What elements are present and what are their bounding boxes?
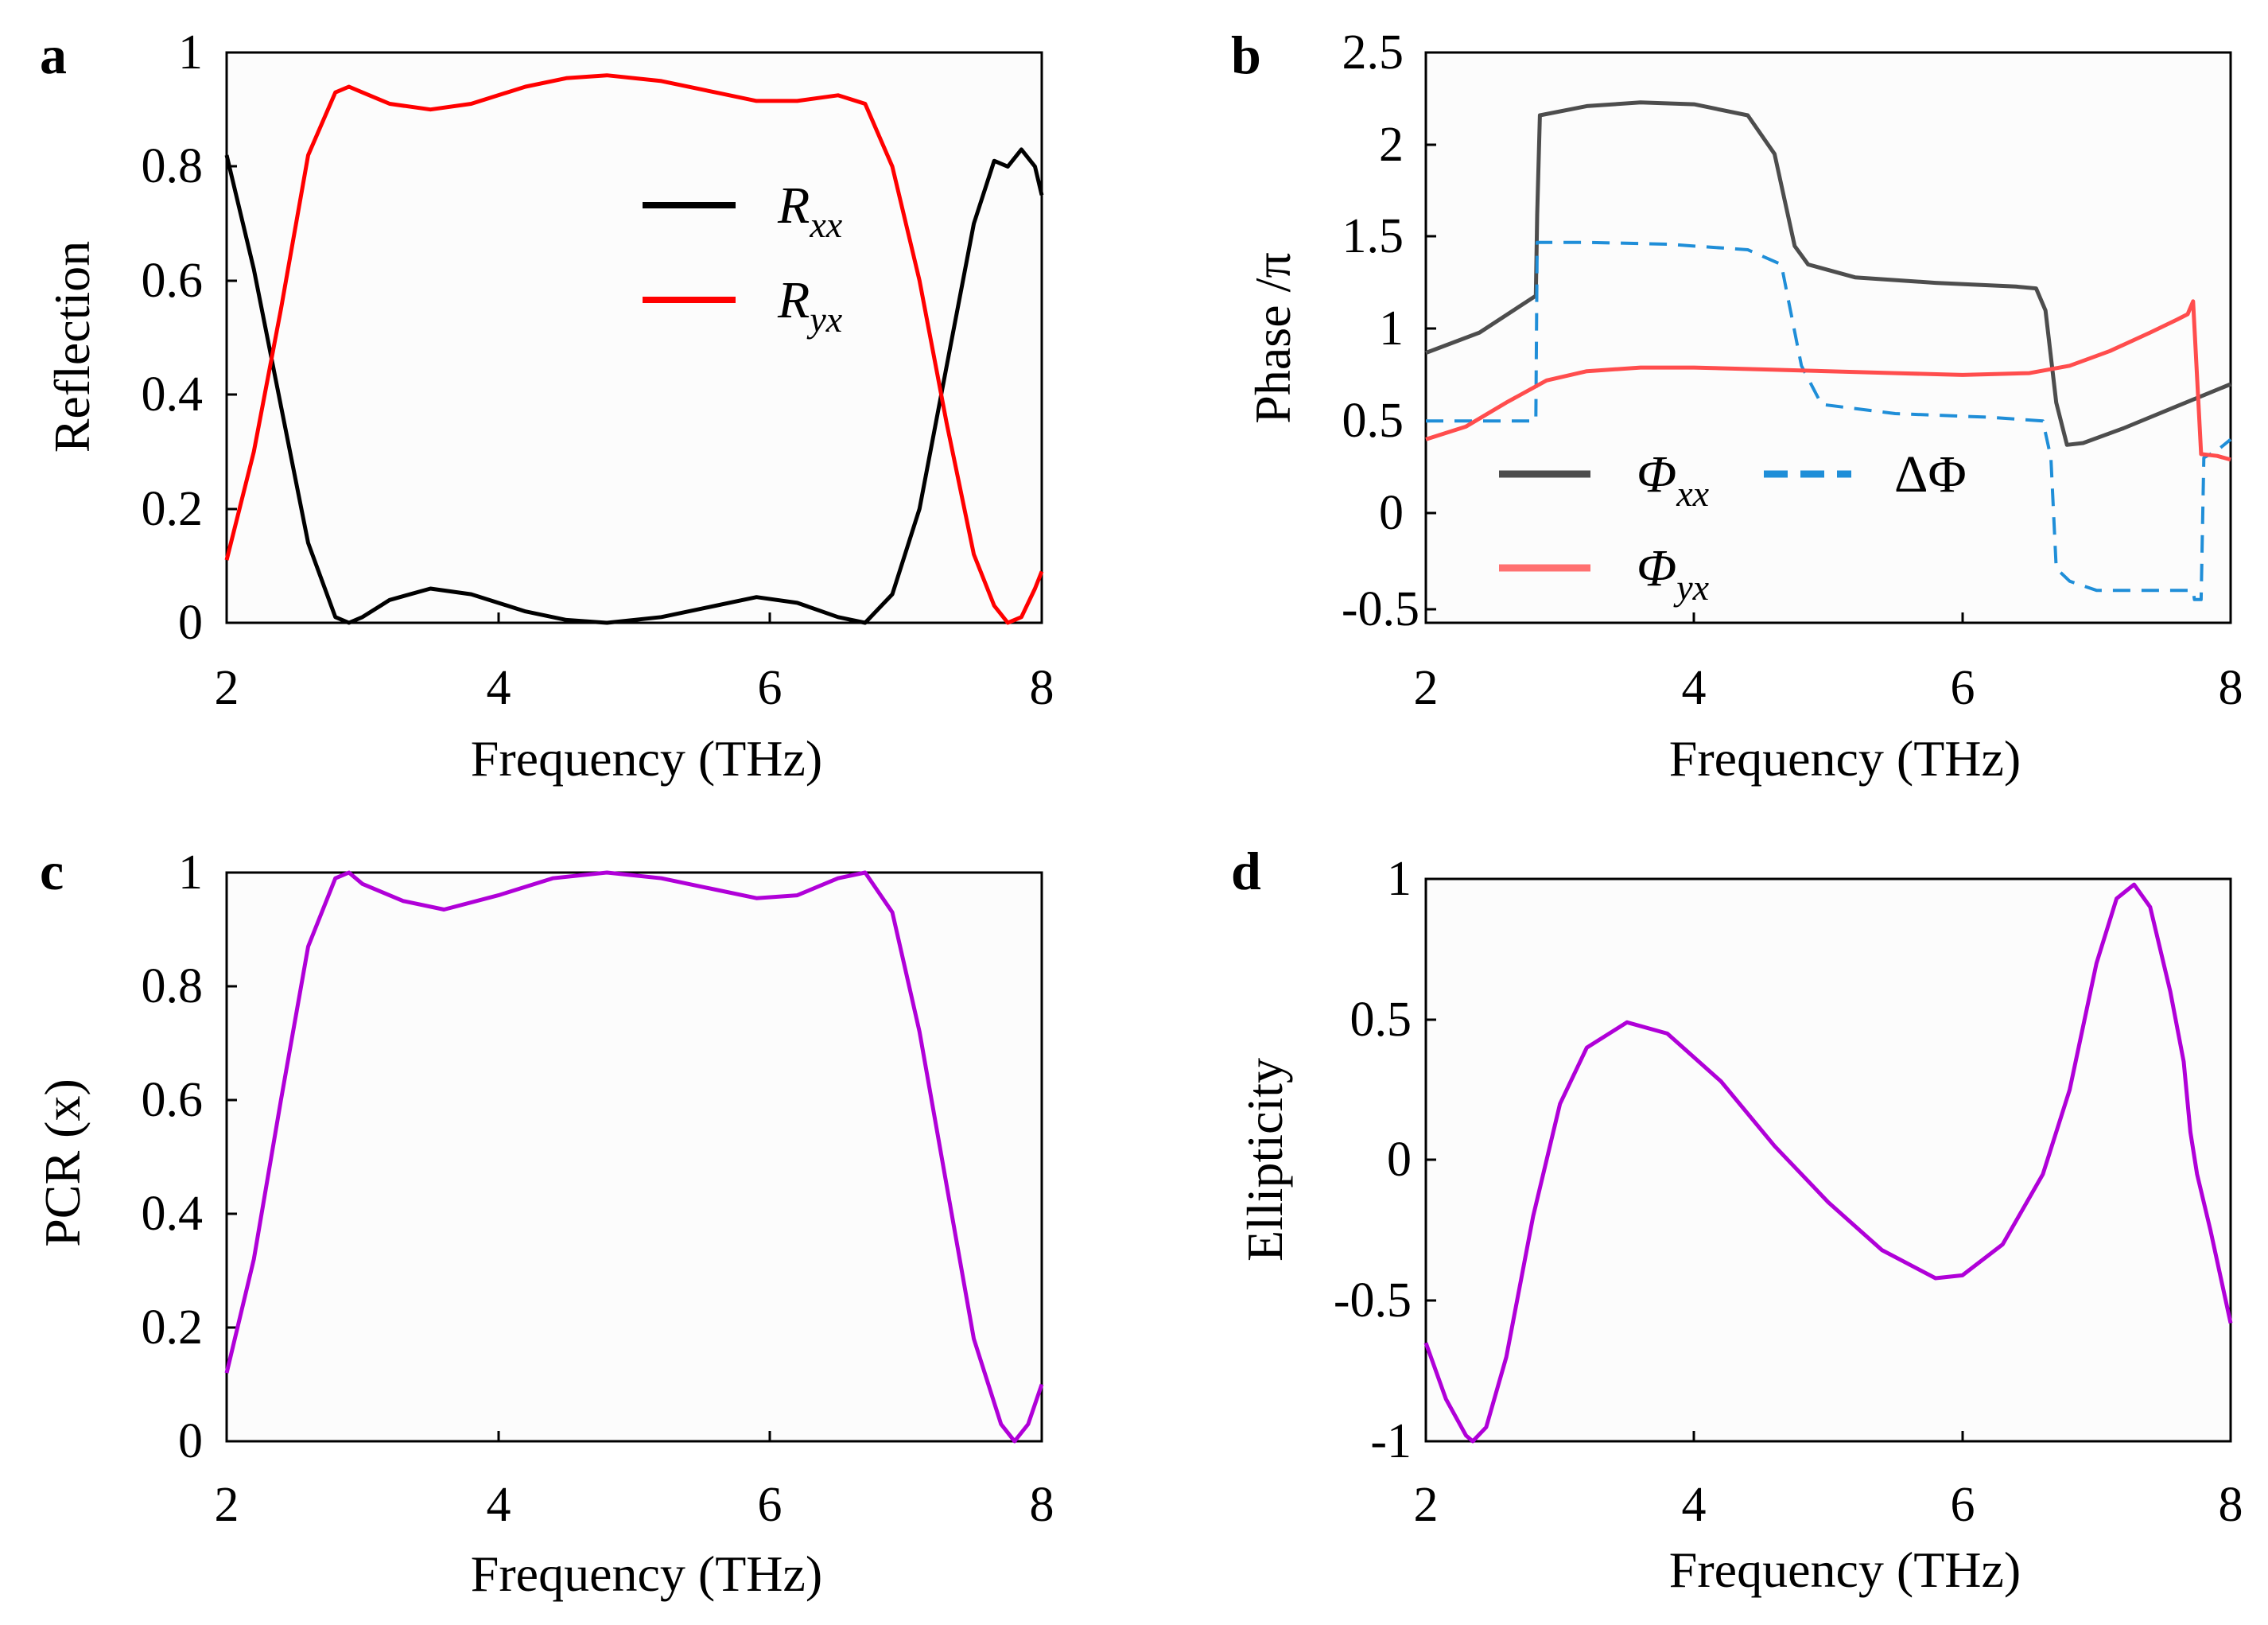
panel-b-legend: Φxx ΔΦ Φyx xyxy=(1499,445,1967,608)
panel-a-xtick-label: 2 xyxy=(215,661,239,715)
panel-d: d -1 -0.5 0 0.5 1 2 4 6 8 Frequency (THz… xyxy=(1231,841,2243,1598)
panel-b-ytick-label: 2 xyxy=(1379,118,1404,172)
panel-a-series-ryx-line xyxy=(224,73,1044,625)
panel-a-ytick-label: 0.2 xyxy=(142,482,204,536)
panel-c-plot-area xyxy=(225,871,1043,1443)
panel-b-ytick-label: 0 xyxy=(1379,486,1404,540)
panel-c-xtick-label: 6 xyxy=(758,1478,783,1532)
panel-d-xlabel: Frequency (THz) xyxy=(1669,1541,2021,1598)
panel-a-xtick-label: 6 xyxy=(758,661,783,715)
panel-c-ytick-label: 0.2 xyxy=(142,1300,204,1355)
panel-a-ytick-label: 0 xyxy=(178,596,203,650)
panel-a-xlabel: Frequency (THz) xyxy=(471,730,822,787)
panel-b-series-phi-xx-line xyxy=(1425,100,2231,447)
panel-a-xtick-label: 8 xyxy=(1030,661,1054,715)
panel-d-series-ellipticity-line xyxy=(1423,882,2233,1444)
panel-b-ytick-label: 1 xyxy=(1379,301,1404,356)
panel-c-ytick-label: 0.4 xyxy=(142,1187,204,1241)
panel-a-plot-area xyxy=(225,51,1043,624)
panel-d-xtick-label: 2 xyxy=(1414,1478,1439,1532)
panel-b-letter: b xyxy=(1231,25,1261,85)
panel-c-series-pcr-line xyxy=(224,870,1044,1444)
panel-b-ylabel: Phase /π xyxy=(1245,252,1301,423)
panel-c-ytick-label: 0.6 xyxy=(142,1073,204,1127)
panel-d-xtick-label: 6 xyxy=(1951,1478,1975,1532)
panel-d-ytick-label: 1 xyxy=(1387,852,1412,906)
panel-c-xlabel: Frequency (THz) xyxy=(471,1545,822,1602)
panel-c-ylabel: PCR (x) xyxy=(34,1079,91,1247)
panel-a-ylabel: Reflection xyxy=(44,241,100,453)
panel-d-ytick-label: 0.5 xyxy=(1350,993,1412,1047)
panel-c-letter: c xyxy=(40,841,64,901)
panel-a-yticks: 0 0.2 0.4 0.6 0.8 1 xyxy=(142,25,237,650)
panel-c-ytick-label: 0 xyxy=(178,1414,203,1468)
panel-d-xticks: 2 4 6 8 xyxy=(1414,1431,2243,1532)
panel-d-ylabel: Ellipticity xyxy=(1237,1058,1293,1262)
panel-b-legend-delta-phi-label: ΔΦ xyxy=(1894,445,1967,503)
panel-d-ytick-label: -1 xyxy=(1370,1414,1412,1468)
panel-b-ytick-label: 1.5 xyxy=(1342,209,1404,263)
panel-b-yticks: -0.5 0 0.5 1 1.5 2 2.5 xyxy=(1342,25,1436,636)
panel-c-xtick-label: 2 xyxy=(215,1478,239,1532)
panel-a-xtick-label: 4 xyxy=(487,661,511,715)
panel-b-ytick-label: 2.5 xyxy=(1342,25,1404,80)
panel-b-ytick-label: -0.5 xyxy=(1342,582,1419,636)
panel-b-xticks: 2 4 6 8 xyxy=(1414,612,2243,715)
panel-d-yticks: -1 -0.5 0 0.5 1 xyxy=(1334,852,1436,1468)
panel-a-ytick-label: 0.6 xyxy=(142,254,204,308)
panel-a-letter: a xyxy=(40,25,67,85)
panel-a-legend: Rxx Ryx xyxy=(643,177,843,340)
panel-a-ytick-label: 1 xyxy=(178,25,203,80)
panel-d-ytick-label: -0.5 xyxy=(1334,1273,1412,1328)
panel-c-yticks: 0 0.2 0.4 0.6 0.8 1 xyxy=(142,846,237,1468)
panel-c-xtick-label: 4 xyxy=(487,1478,511,1532)
panel-a-series-rxx-line xyxy=(224,147,1044,625)
panel-a-ytick-label: 0.4 xyxy=(142,367,204,422)
panel-b-xtick-label: 8 xyxy=(2219,661,2243,715)
panel-b-xtick-label: 4 xyxy=(1682,661,1707,715)
panel-c-ytick-label: 1 xyxy=(178,846,203,900)
panel-c-ytick-label: 0.8 xyxy=(142,959,204,1013)
panel-a-xticks: 2 4 6 8 xyxy=(215,612,1054,715)
panel-c-xtick-label: 8 xyxy=(1030,1478,1054,1532)
panel-a-legend-rxx-label: Rxx xyxy=(777,177,843,245)
panel-b-series-phi-yx-line xyxy=(1425,299,2231,462)
panel-b-ytick-label: 0.5 xyxy=(1342,394,1404,448)
panel-c-xticks: 2 4 6 8 xyxy=(215,1431,1054,1532)
panel-d-letter: d xyxy=(1231,841,1261,901)
panel-d-xtick-label: 4 xyxy=(1682,1478,1707,1532)
panel-b-series-delta-phi-line xyxy=(1426,240,2232,601)
panel-a: a 0 0.2 0.4 0.6 0.8 1 2 4 6 8 Frequency … xyxy=(40,25,1054,787)
panel-b-legend-phi-xx-label: Φxx xyxy=(1637,445,1710,514)
panel-a-ytick-label: 0.8 xyxy=(142,139,204,193)
panel-b: b -0.5 0 0.5 1 1.5 2 2.5 2 4 6 8 xyxy=(1231,25,2243,787)
panel-a-legend-ryx-label: Ryx xyxy=(777,271,843,340)
panel-b-xtick-label: 6 xyxy=(1951,661,1975,715)
panel-d-xtick-label: 8 xyxy=(2219,1478,2243,1532)
panel-c: c 0 0.2 0.4 0.6 0.8 1 2 4 6 8 Frequency … xyxy=(34,841,1054,1602)
panel-b-plot-area xyxy=(1424,51,2232,624)
panel-b-legend-phi-yx-label: Φyx xyxy=(1637,539,1710,608)
panel-b-xtick-label: 2 xyxy=(1414,661,1439,715)
panel-b-xlabel: Frequency (THz) xyxy=(1669,730,2021,787)
panel-d-ytick-label: 0 xyxy=(1387,1133,1412,1187)
